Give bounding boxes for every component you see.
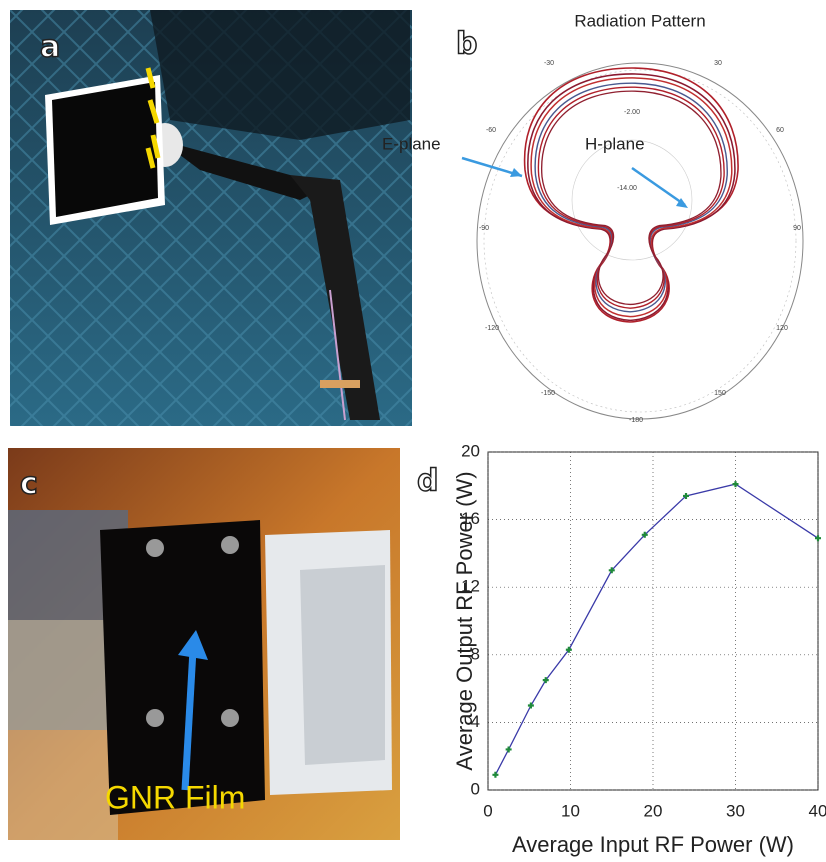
angle-label: -90 bbox=[479, 225, 489, 232]
x-tick-label: 0 bbox=[483, 801, 492, 820]
x-tick-label: 20 bbox=[644, 801, 663, 820]
radial-label: -2.00 bbox=[624, 109, 640, 116]
panel-label: c bbox=[20, 467, 38, 502]
angle-label: 90 bbox=[793, 225, 801, 232]
x-tick-label: 10 bbox=[561, 801, 580, 820]
y-tick-label: 20 bbox=[461, 441, 480, 460]
pattern-curve bbox=[542, 91, 721, 304]
angle-label: -30 bbox=[544, 60, 554, 67]
angle-label: 30 bbox=[714, 60, 722, 67]
angle-label: 120 bbox=[776, 325, 788, 332]
y-tick-label: 4 bbox=[471, 712, 480, 731]
y-tick-label: 0 bbox=[471, 779, 480, 798]
pattern-curve bbox=[525, 68, 738, 322]
angle-label: 150 bbox=[714, 390, 726, 397]
angle-label: 60 bbox=[776, 127, 784, 134]
x-axis-label: Average Input RF Power (W) bbox=[512, 832, 794, 857]
angle-label: -60 bbox=[486, 127, 496, 134]
angle-label: -150 bbox=[541, 390, 555, 397]
photo-a bbox=[10, 10, 412, 426]
pattern-curve bbox=[538, 87, 724, 308]
pattern-curve bbox=[535, 83, 727, 312]
y-tick-label: 16 bbox=[461, 509, 480, 528]
polar-plot bbox=[477, 63, 803, 419]
x-tick-label: 40 bbox=[809, 801, 826, 820]
panel-label: a bbox=[40, 30, 60, 65]
y-tick-label: 8 bbox=[471, 644, 480, 663]
x-tick-label: 30 bbox=[726, 801, 745, 820]
chart bbox=[488, 452, 821, 790]
angle-label: -180 bbox=[629, 417, 643, 424]
arrow bbox=[632, 168, 685, 205]
panel-label: d bbox=[417, 464, 438, 499]
annotation: GNR Film bbox=[105, 779, 245, 815]
radial-label: -14.00 bbox=[617, 185, 637, 192]
annotation: E-plane bbox=[382, 134, 441, 153]
panel-label: b bbox=[456, 27, 477, 62]
angle-label: -120 bbox=[485, 325, 499, 332]
y-tick-label: 12 bbox=[461, 577, 480, 596]
figure: a Radiation Pattern b E-plane H-plane c … bbox=[0, 0, 826, 857]
polar-title: Radiation Pattern bbox=[574, 11, 705, 30]
annotation: H-plane bbox=[585, 134, 645, 153]
